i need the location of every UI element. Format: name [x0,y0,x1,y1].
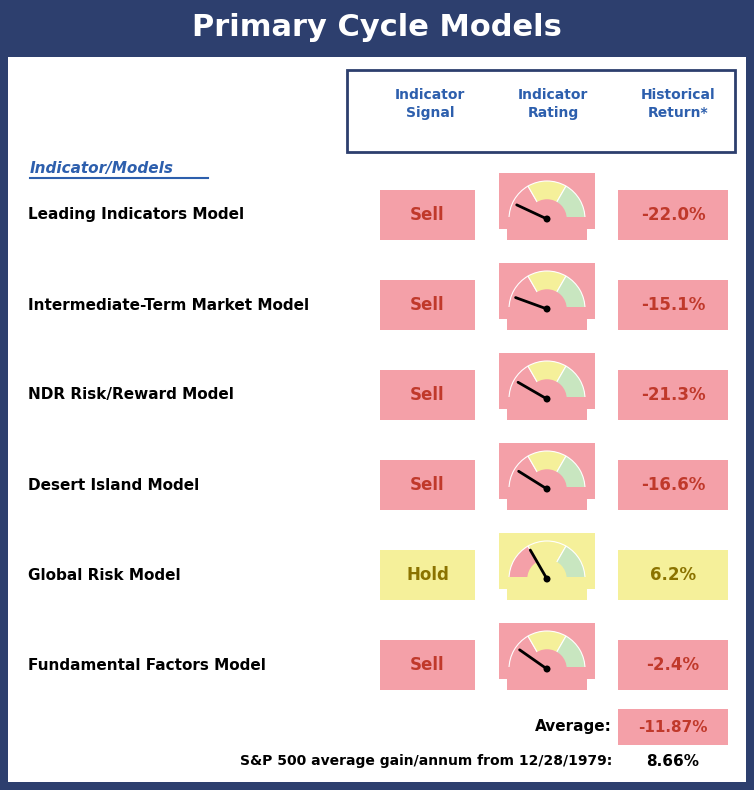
Text: Indicator: Indicator [395,88,465,102]
Circle shape [544,396,550,402]
Wedge shape [547,546,585,579]
FancyBboxPatch shape [0,0,754,55]
Text: NDR Risk/Reward Model: NDR Risk/Reward Model [28,388,234,402]
Circle shape [527,379,567,419]
Text: Desert Island Model: Desert Island Model [28,477,199,492]
Text: -2.4%: -2.4% [646,656,700,674]
Circle shape [544,575,550,582]
Text: Sell: Sell [410,656,445,674]
FancyBboxPatch shape [380,460,475,510]
Wedge shape [509,456,547,489]
Text: -16.6%: -16.6% [641,476,705,494]
FancyBboxPatch shape [380,550,475,600]
Text: 6.2%: 6.2% [650,566,696,584]
Text: Sell: Sell [410,386,445,404]
FancyBboxPatch shape [380,190,475,240]
FancyBboxPatch shape [347,70,735,152]
Text: -11.87%: -11.87% [638,720,708,735]
Circle shape [527,199,567,239]
FancyBboxPatch shape [507,307,587,330]
FancyBboxPatch shape [499,533,595,589]
FancyBboxPatch shape [618,460,728,510]
Wedge shape [509,636,547,669]
FancyBboxPatch shape [618,550,728,600]
FancyBboxPatch shape [499,173,595,229]
Text: Sell: Sell [410,296,445,314]
Text: Intermediate-Term Market Model: Intermediate-Term Market Model [28,298,309,313]
Wedge shape [528,451,566,489]
Text: S&P 500 average gain/annum from 12/28/1979:: S&P 500 average gain/annum from 12/28/19… [240,754,612,768]
FancyBboxPatch shape [499,443,595,499]
Text: Average:: Average: [535,720,612,735]
Text: -15.1%: -15.1% [641,296,705,314]
Wedge shape [509,366,547,399]
Text: Indicator: Indicator [518,88,588,102]
Text: -21.3%: -21.3% [641,386,705,404]
FancyBboxPatch shape [618,190,728,240]
Wedge shape [528,631,566,669]
Wedge shape [509,186,547,219]
Wedge shape [528,361,566,399]
Circle shape [527,469,567,509]
Wedge shape [509,276,547,309]
FancyBboxPatch shape [8,57,746,782]
FancyBboxPatch shape [507,397,587,420]
Circle shape [527,559,567,599]
Text: Indicator/Models: Indicator/Models [30,160,174,175]
Text: Rating: Rating [527,106,578,120]
Wedge shape [509,546,547,579]
FancyBboxPatch shape [507,577,587,600]
Wedge shape [528,181,566,219]
Wedge shape [528,271,566,309]
Text: Primary Cycle Models: Primary Cycle Models [192,13,562,43]
FancyBboxPatch shape [507,667,587,690]
FancyBboxPatch shape [618,640,728,690]
FancyBboxPatch shape [499,263,595,319]
Text: Sell: Sell [410,206,445,224]
Text: Global Risk Model: Global Risk Model [28,567,181,582]
Circle shape [544,306,550,313]
Text: Leading Indicators Model: Leading Indicators Model [28,208,244,223]
FancyBboxPatch shape [618,280,728,330]
Text: Sell: Sell [410,476,445,494]
Text: Return*: Return* [648,106,708,120]
Text: Signal: Signal [406,106,454,120]
Wedge shape [547,366,585,399]
FancyBboxPatch shape [618,709,728,745]
Circle shape [544,665,550,672]
FancyBboxPatch shape [380,370,475,420]
Circle shape [544,486,550,492]
FancyBboxPatch shape [507,217,587,240]
Wedge shape [528,541,566,579]
Circle shape [527,649,567,689]
Text: -22.0%: -22.0% [641,206,705,224]
Circle shape [544,216,550,223]
FancyBboxPatch shape [507,487,587,510]
Wedge shape [547,456,585,489]
Circle shape [527,289,567,329]
FancyBboxPatch shape [618,370,728,420]
Wedge shape [547,186,585,219]
FancyBboxPatch shape [380,280,475,330]
FancyBboxPatch shape [499,623,595,679]
Wedge shape [547,636,585,669]
Wedge shape [547,276,585,309]
FancyBboxPatch shape [499,353,595,409]
Text: Historical: Historical [641,88,716,102]
Text: 8.66%: 8.66% [646,754,700,769]
Text: Fundamental Factors Model: Fundamental Factors Model [28,657,266,672]
FancyBboxPatch shape [380,640,475,690]
Text: Hold: Hold [406,566,449,584]
